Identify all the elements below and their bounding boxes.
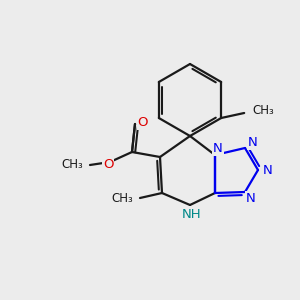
Text: N: N — [248, 136, 258, 148]
Text: O: O — [138, 116, 148, 128]
Text: N: N — [213, 142, 223, 154]
Text: CH₃: CH₃ — [61, 158, 83, 170]
Text: N: N — [246, 193, 256, 206]
Text: NH: NH — [182, 208, 202, 220]
Text: O: O — [103, 158, 113, 170]
Text: CH₃: CH₃ — [111, 193, 133, 206]
Text: CH₃: CH₃ — [252, 104, 274, 118]
Text: N: N — [263, 164, 273, 176]
